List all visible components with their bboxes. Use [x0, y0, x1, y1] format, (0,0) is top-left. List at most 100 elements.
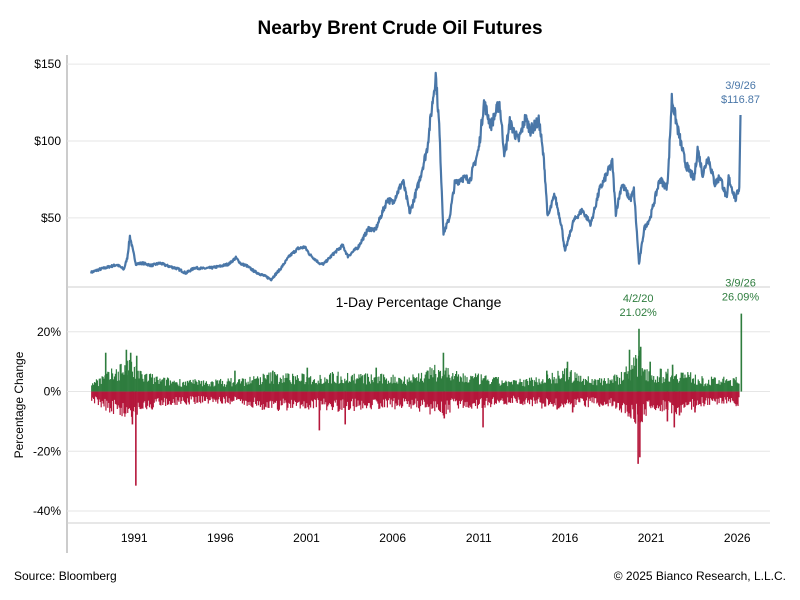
negative-change-bar — [111, 391, 113, 412]
positive-change-bar — [113, 376, 116, 392]
positive-change-bar — [436, 381, 438, 392]
negative-change-bar — [621, 391, 624, 406]
negative-change-bar — [354, 391, 356, 399]
positive-change-bar — [555, 378, 557, 392]
negative-change-bar — [518, 391, 520, 400]
positive-change-bar — [712, 378, 714, 392]
negative-change-bar — [697, 391, 699, 406]
positive-change-bar — [371, 380, 373, 392]
positive-change-bar — [412, 374, 414, 392]
negative-change-bar — [408, 391, 410, 407]
negative-change-bar — [153, 391, 155, 403]
positive-change-bar — [646, 369, 648, 392]
positive-change-bar — [645, 380, 647, 392]
positive-change-bar — [101, 376, 103, 392]
negative-change-bar — [480, 391, 482, 399]
positive-change-bar — [414, 378, 416, 392]
negative-change-bar — [537, 391, 539, 400]
positive-change-bar — [299, 381, 301, 392]
positive-change-bar — [473, 378, 475, 392]
negative-change-bar — [102, 391, 104, 404]
negative-change-bar — [733, 391, 735, 403]
negative-change-bar — [599, 391, 601, 407]
negative-change-bar — [659, 391, 661, 411]
negative-change-bar — [122, 391, 124, 404]
positive-change-bar — [237, 382, 239, 392]
negative-change-bar — [154, 391, 156, 400]
positive-change-bar — [622, 379, 624, 392]
positive-change-bar — [295, 379, 298, 392]
negative-change-bar — [203, 391, 206, 401]
positive-change-bar — [722, 378, 724, 392]
positive-change-bar — [526, 379, 528, 392]
positive-change-bar — [473, 377, 476, 392]
positive-change-bar — [374, 377, 376, 392]
negative-change-bar — [481, 391, 483, 408]
negative-change-bar — [222, 391, 225, 398]
negative-change-bar — [309, 391, 311, 406]
positive-change-bar — [328, 383, 330, 392]
negative-change-bar — [499, 391, 501, 401]
positive-change-bar — [249, 376, 251, 392]
negative-change-bar — [383, 391, 386, 408]
negative-change-bar — [677, 391, 679, 408]
negative-change-bar — [260, 391, 262, 405]
negative-change-bar — [737, 391, 739, 407]
positive-change-bar — [370, 374, 372, 392]
negative-change-bar — [314, 391, 316, 400]
change-annotation-value: 26.09% — [722, 292, 760, 304]
negative-change-bar — [647, 391, 649, 402]
negative-change-bar — [190, 391, 192, 400]
positive-change-bar — [582, 378, 585, 392]
negative-change-bar — [129, 391, 131, 409]
positive-change-bar — [419, 378, 422, 392]
positive-change-bar — [279, 377, 281, 392]
positive-change-bar — [187, 382, 189, 392]
negative-change-bar — [221, 391, 224, 404]
positive-change-bar — [218, 383, 220, 392]
negative-change-bar — [248, 391, 250, 406]
negative-change-bar — [683, 391, 685, 408]
positive-change-bar — [182, 382, 184, 392]
negative-change-bar — [142, 391, 144, 409]
positive-change-bar — [559, 378, 561, 392]
positive-change-bar — [122, 372, 124, 392]
negative-change-bar — [497, 391, 499, 402]
positive-change-bar — [433, 370, 435, 392]
negative-change-bar — [585, 391, 588, 401]
positive-change-bar — [708, 379, 710, 392]
negative-change-bar — [562, 391, 564, 405]
positive-change-bar — [428, 378, 430, 392]
positive-change-bar — [588, 382, 590, 392]
negative-change-bar — [295, 391, 298, 406]
positive-change-bar — [644, 369, 646, 392]
positive-change-bar — [613, 375, 615, 392]
positive-change-bar — [292, 375, 295, 392]
negative-change-bar — [167, 391, 170, 405]
positive-change-bar — [445, 367, 447, 392]
positive-change-bar — [489, 384, 491, 392]
negative-change-bar — [486, 391, 488, 398]
positive-change-bar — [117, 371, 119, 392]
negative-change-bar — [241, 391, 244, 404]
positive-change-bar — [548, 378, 551, 392]
negative-change-bar — [357, 391, 359, 401]
positive-change-bar — [405, 385, 407, 392]
positive-change-bar — [660, 368, 662, 392]
positive-change-bar — [384, 379, 387, 392]
positive-change-bar — [339, 382, 341, 392]
negative-change-bar — [305, 391, 307, 409]
price-line — [90, 71, 742, 282]
positive-change-bar — [407, 381, 409, 392]
positive-change-bar — [147, 381, 149, 392]
negative-change-bar — [629, 391, 631, 417]
positive-change-bar — [151, 374, 153, 392]
negative-change-bar — [335, 391, 337, 400]
negative-change-bar — [261, 391, 263, 410]
negative-change-bar — [535, 391, 537, 401]
positive-change-bar — [668, 381, 670, 392]
positive-change-bar — [690, 372, 692, 392]
positive-change-bar — [224, 386, 226, 392]
negative-change-bar — [620, 391, 623, 413]
positive-change-bar — [183, 385, 186, 392]
